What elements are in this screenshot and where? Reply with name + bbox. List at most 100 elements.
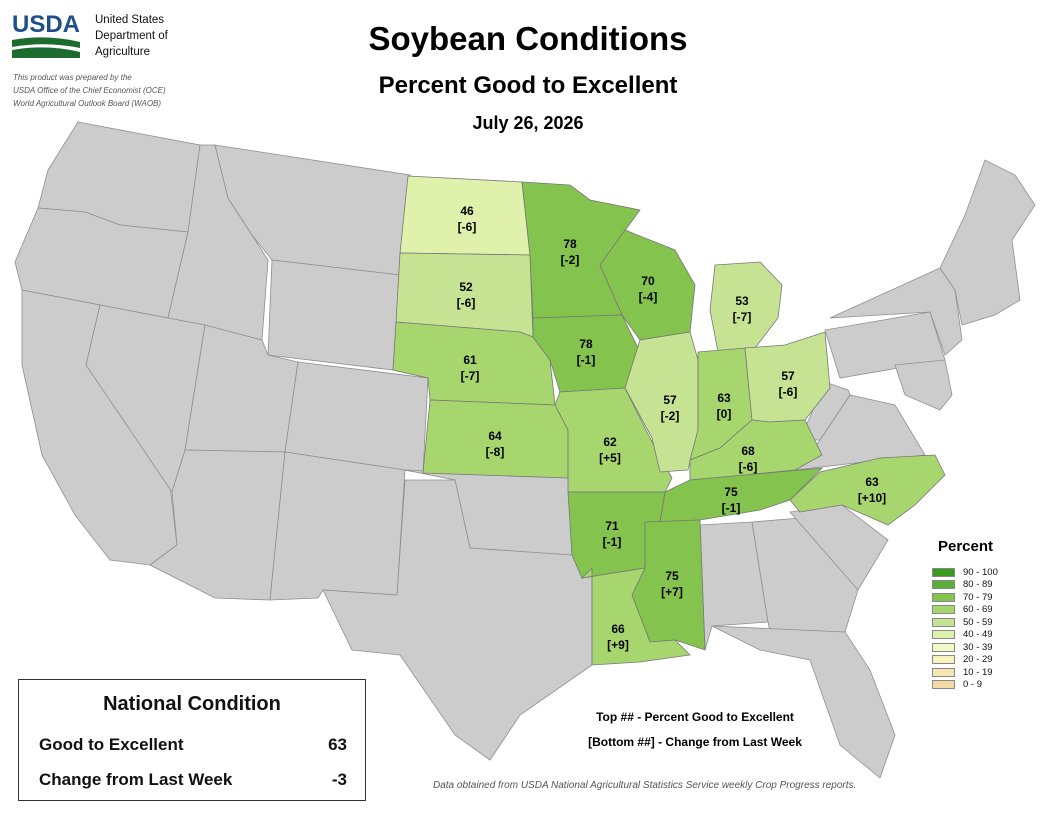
legend-label: 30 - 39 <box>963 641 993 653</box>
non-reporting-states <box>14 121 1036 779</box>
state-value-iowa: 78 <box>579 337 593 351</box>
state-change-wisconsin: [-4] <box>639 290 658 304</box>
legend-swatch <box>932 567 955 577</box>
legend-swatch <box>932 630 955 639</box>
legend-item: 10 - 19 <box>932 666 998 678</box>
state-new-mexico <box>269 451 406 601</box>
weekly-change-row: Change from Last Week -3 <box>39 770 347 790</box>
weekly-change-label: Change from Last Week <box>39 770 233 789</box>
state-change-south-dakota: [-6] <box>457 296 476 310</box>
legend-label: 20 - 29 <box>963 654 993 665</box>
legend-item: 60 - 69 <box>932 604 998 616</box>
legend-swatch <box>932 667 955 677</box>
source-note: Data obtained from USDA National Agricul… <box>433 780 857 791</box>
state-value-labels: 46 [-6] 52 [-6] 61 [-7] 64 [-8] 78 [-2] 78 [-1] 70 [-… <box>457 204 887 652</box>
explanation-bottom: [Bottom ##] - Change from Last Week <box>588 735 802 749</box>
good-excellent-row: Good to Excellent 63 <box>39 735 347 755</box>
good-excellent-label: Good to Excellent <box>39 735 184 754</box>
legend-item: 80 - 89 <box>932 579 998 591</box>
legend-item: 90 - 100 <box>932 566 998 578</box>
map-subtitle: Percent Good to Excellent <box>378 72 678 99</box>
state-value-minnesota: 78 <box>563 237 577 251</box>
legend-title: Percent <box>938 538 994 555</box>
legend-label: 80 - 89 <box>963 579 993 590</box>
legend-label: 50 - 59 <box>963 616 993 628</box>
state-michigan <box>709 261 783 353</box>
legend-swatch <box>932 605 955 614</box>
agency-line: United States <box>95 14 165 26</box>
state-change-nebraska: [-7] <box>461 369 480 383</box>
state-change-arkansas: [-1] <box>603 535 622 549</box>
prepared-by-note: This product was prepared by the USDA Of… <box>13 71 166 110</box>
legend-swatch <box>932 680 955 689</box>
state-value-tennessee: 75 <box>724 485 738 499</box>
prepared-line: This product was prepared by the <box>13 73 132 82</box>
state-value-illinois: 57 <box>663 393 677 407</box>
prepared-line: World Agricultural Outlook Board (WAOB) <box>13 99 162 108</box>
weekly-change-value: -3 <box>331 770 347 789</box>
reporting-states <box>392 175 946 666</box>
national-condition-title: National Condition <box>103 693 281 715</box>
agency-line: Agriculture <box>95 46 150 58</box>
state-maryland-delaware-nj <box>894 359 953 411</box>
good-excellent-value: 63 <box>328 735 347 754</box>
legend-label: 60 - 69 <box>963 604 993 615</box>
state-value-arkansas: 71 <box>605 519 619 533</box>
explanation-top: Top ## - Percent Good to Excellent <box>596 710 794 724</box>
map-title: Soybean Conditions <box>368 20 688 57</box>
legend-label: 70 - 79 <box>963 591 993 603</box>
state-value-ohio: 57 <box>781 369 795 383</box>
state-change-louisiana: [+9] <box>607 638 629 652</box>
legend-item: 30 - 39 <box>932 641 998 653</box>
state-wyoming <box>267 259 401 371</box>
state-change-tennessee: [-1] <box>722 501 741 515</box>
state-change-missouri: [+5] <box>599 451 621 465</box>
state-value-north-carolina: 63 <box>865 475 879 489</box>
state-florida <box>711 625 896 779</box>
legend-label: 40 - 49 <box>963 629 993 640</box>
legend-swatch <box>932 592 955 602</box>
usda-logo: USDA <box>12 10 80 60</box>
state-value-north-dakota: 46 <box>460 204 474 218</box>
state-louisiana <box>580 567 691 666</box>
state-change-iowa: [-1] <box>577 353 596 367</box>
state-change-minnesota: [-2] <box>561 253 580 267</box>
state-value-kansas: 64 <box>488 429 502 443</box>
state-new-england <box>939 159 1036 326</box>
state-missouri <box>554 387 673 493</box>
legend-swatch <box>932 642 955 652</box>
legend-label: 0 - 9 <box>963 679 983 690</box>
state-value-indiana: 63 <box>717 391 731 405</box>
legend: 90 - 100 80 - 89 70 - 79 60 - 69 50 - 59 40 -… <box>932 566 998 691</box>
legend-swatch <box>932 617 955 627</box>
legend-item: 20 - 29 <box>932 654 998 666</box>
legend-item: 70 - 79 <box>932 591 998 603</box>
state-change-north-carolina: [+10] <box>858 491 886 505</box>
state-change-kentucky: [-6] <box>739 460 758 474</box>
state-change-kansas: [-8] <box>486 445 505 459</box>
legend-item: 40 - 49 <box>932 629 998 641</box>
state-north-carolina <box>789 454 946 526</box>
agency-name: United States Department of Agriculture <box>95 12 168 60</box>
state-wisconsin <box>599 229 696 341</box>
state-value-louisiana: 66 <box>611 622 625 636</box>
state-value-kentucky: 68 <box>741 444 755 458</box>
usda-logo-text: USDA <box>12 11 80 38</box>
legend-swatch <box>932 580 955 589</box>
state-value-mississippi: 75 <box>665 569 679 583</box>
legend-item: 50 - 59 <box>932 616 998 628</box>
state-change-illinois: [-2] <box>661 409 680 423</box>
prepared-line: USDA Office of the Chief Economist (OCE) <box>13 86 166 95</box>
state-value-missouri: 62 <box>603 435 617 449</box>
state-change-indiana: [0] <box>717 407 732 421</box>
legend-label: 90 - 100 <box>963 566 998 578</box>
state-change-mississippi: [+7] <box>661 585 683 599</box>
legend-label: 10 - 19 <box>963 666 993 678</box>
state-value-south-dakota: 52 <box>459 280 473 294</box>
state-change-ohio: [-6] <box>779 385 798 399</box>
state-texas <box>322 479 593 761</box>
agency-line: Department of <box>95 30 168 42</box>
state-illinois <box>624 331 699 473</box>
legend-swatch <box>932 655 955 664</box>
